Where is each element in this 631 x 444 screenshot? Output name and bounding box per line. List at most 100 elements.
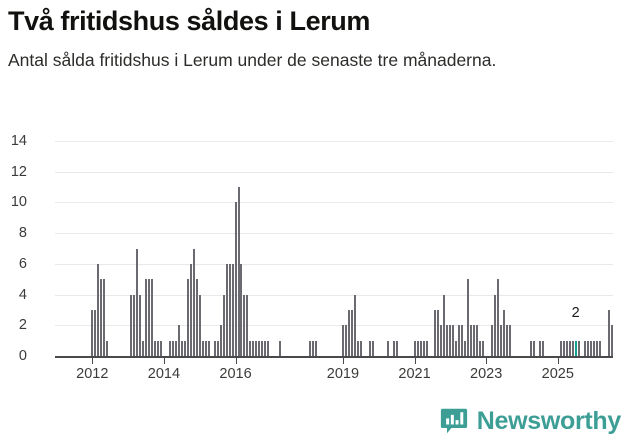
bar bbox=[371, 340, 374, 356]
bar bbox=[470, 325, 473, 356]
bar bbox=[458, 325, 461, 356]
bar bbox=[350, 309, 353, 356]
x-axis-tick bbox=[342, 358, 344, 364]
bar bbox=[577, 340, 580, 356]
bar bbox=[100, 279, 103, 356]
bar bbox=[494, 294, 497, 356]
bar bbox=[455, 340, 458, 356]
bar bbox=[168, 340, 171, 356]
bar bbox=[180, 340, 183, 356]
bar bbox=[446, 325, 449, 356]
y-axis-tick-label: 8 bbox=[18, 224, 27, 241]
bar bbox=[503, 309, 506, 356]
bar bbox=[231, 263, 234, 356]
bar bbox=[592, 340, 595, 356]
bar bbox=[425, 340, 428, 356]
x-axis-line bbox=[55, 356, 613, 358]
bar bbox=[195, 279, 198, 356]
bar bbox=[252, 340, 255, 356]
x-axis-tick bbox=[92, 358, 94, 364]
bar bbox=[568, 340, 571, 356]
bar bbox=[234, 202, 237, 356]
bar bbox=[452, 325, 455, 356]
bar bbox=[434, 309, 437, 356]
chart-area: 0 2 4 6 8 10 12 14 2 2012 2014 2016 2019 2021 2023 202… bbox=[0, 133, 631, 395]
bar bbox=[240, 263, 243, 356]
bar bbox=[213, 340, 216, 356]
bar bbox=[562, 340, 565, 356]
bar bbox=[479, 340, 482, 356]
bar bbox=[183, 340, 186, 356]
bar bbox=[228, 263, 231, 356]
bar bbox=[589, 340, 592, 356]
x-axis-tick bbox=[163, 358, 165, 364]
x-axis-tick-label: 2012 bbox=[76, 366, 109, 382]
bar bbox=[153, 340, 156, 356]
plot-region: 0 2 4 6 8 10 12 14 2 bbox=[11, 134, 613, 363]
bar bbox=[204, 340, 207, 356]
bar bbox=[353, 294, 356, 356]
bar bbox=[392, 340, 395, 356]
bar bbox=[103, 279, 106, 356]
bar bbox=[315, 340, 318, 356]
bar bbox=[249, 340, 252, 356]
bar bbox=[437, 309, 440, 356]
bar bbox=[467, 279, 470, 356]
y-axis-tick-label: 0 bbox=[18, 347, 27, 364]
bar bbox=[147, 279, 150, 356]
x-axis-tick-label: 2025 bbox=[541, 366, 574, 382]
bar bbox=[150, 279, 153, 356]
x-axis-tick-label: 2021 bbox=[398, 366, 431, 382]
bar bbox=[341, 325, 344, 356]
page-title: Två fritidshus såldes i Lerum bbox=[8, 6, 371, 36]
bar bbox=[243, 294, 246, 356]
y-axis-tick-label: 4 bbox=[18, 286, 27, 303]
brand-name: Newsworthy bbox=[476, 406, 622, 435]
gridline bbox=[55, 202, 613, 204]
bar bbox=[219, 325, 222, 356]
newsworthy-logo: Newsworthy bbox=[440, 407, 621, 435]
bar bbox=[368, 340, 371, 356]
bar bbox=[422, 340, 425, 356]
bar bbox=[464, 340, 467, 356]
bar bbox=[541, 340, 544, 356]
bar bbox=[136, 248, 139, 356]
bar bbox=[145, 279, 147, 356]
bar bbox=[583, 340, 586, 356]
chart-subtitle: Antal sålda fritidshus i Lerum under de … bbox=[8, 50, 497, 70]
bar bbox=[207, 340, 210, 356]
gridline bbox=[55, 233, 613, 235]
bar bbox=[222, 294, 225, 356]
bar bbox=[607, 309, 610, 356]
bar bbox=[192, 248, 195, 356]
x-axis-tick-label: 2019 bbox=[326, 366, 360, 382]
bar bbox=[258, 340, 261, 356]
gridline bbox=[55, 171, 613, 173]
bar-chart-speech-bubble-icon bbox=[440, 408, 467, 434]
gridline bbox=[55, 294, 613, 296]
bar bbox=[500, 325, 503, 356]
bar bbox=[201, 340, 204, 356]
bar bbox=[106, 340, 109, 356]
bar bbox=[94, 309, 97, 356]
bar bbox=[359, 340, 362, 356]
bar bbox=[395, 340, 398, 356]
bar bbox=[133, 294, 136, 356]
bar bbox=[171, 340, 174, 356]
gridline bbox=[55, 263, 613, 265]
bar bbox=[312, 340, 315, 356]
bar bbox=[473, 325, 476, 356]
bar bbox=[246, 294, 249, 356]
bar bbox=[186, 279, 189, 356]
bar bbox=[449, 325, 452, 356]
x-axis-tick-label: 2014 bbox=[147, 366, 181, 382]
bar bbox=[386, 340, 389, 356]
bar bbox=[586, 340, 589, 356]
y-axis-tick-label: 6 bbox=[18, 255, 27, 272]
y-axis-tick-label: 2 bbox=[18, 317, 27, 334]
bar bbox=[198, 294, 201, 356]
bar bbox=[279, 340, 282, 356]
bar bbox=[91, 309, 94, 356]
bar bbox=[130, 294, 133, 356]
bar bbox=[309, 340, 312, 356]
